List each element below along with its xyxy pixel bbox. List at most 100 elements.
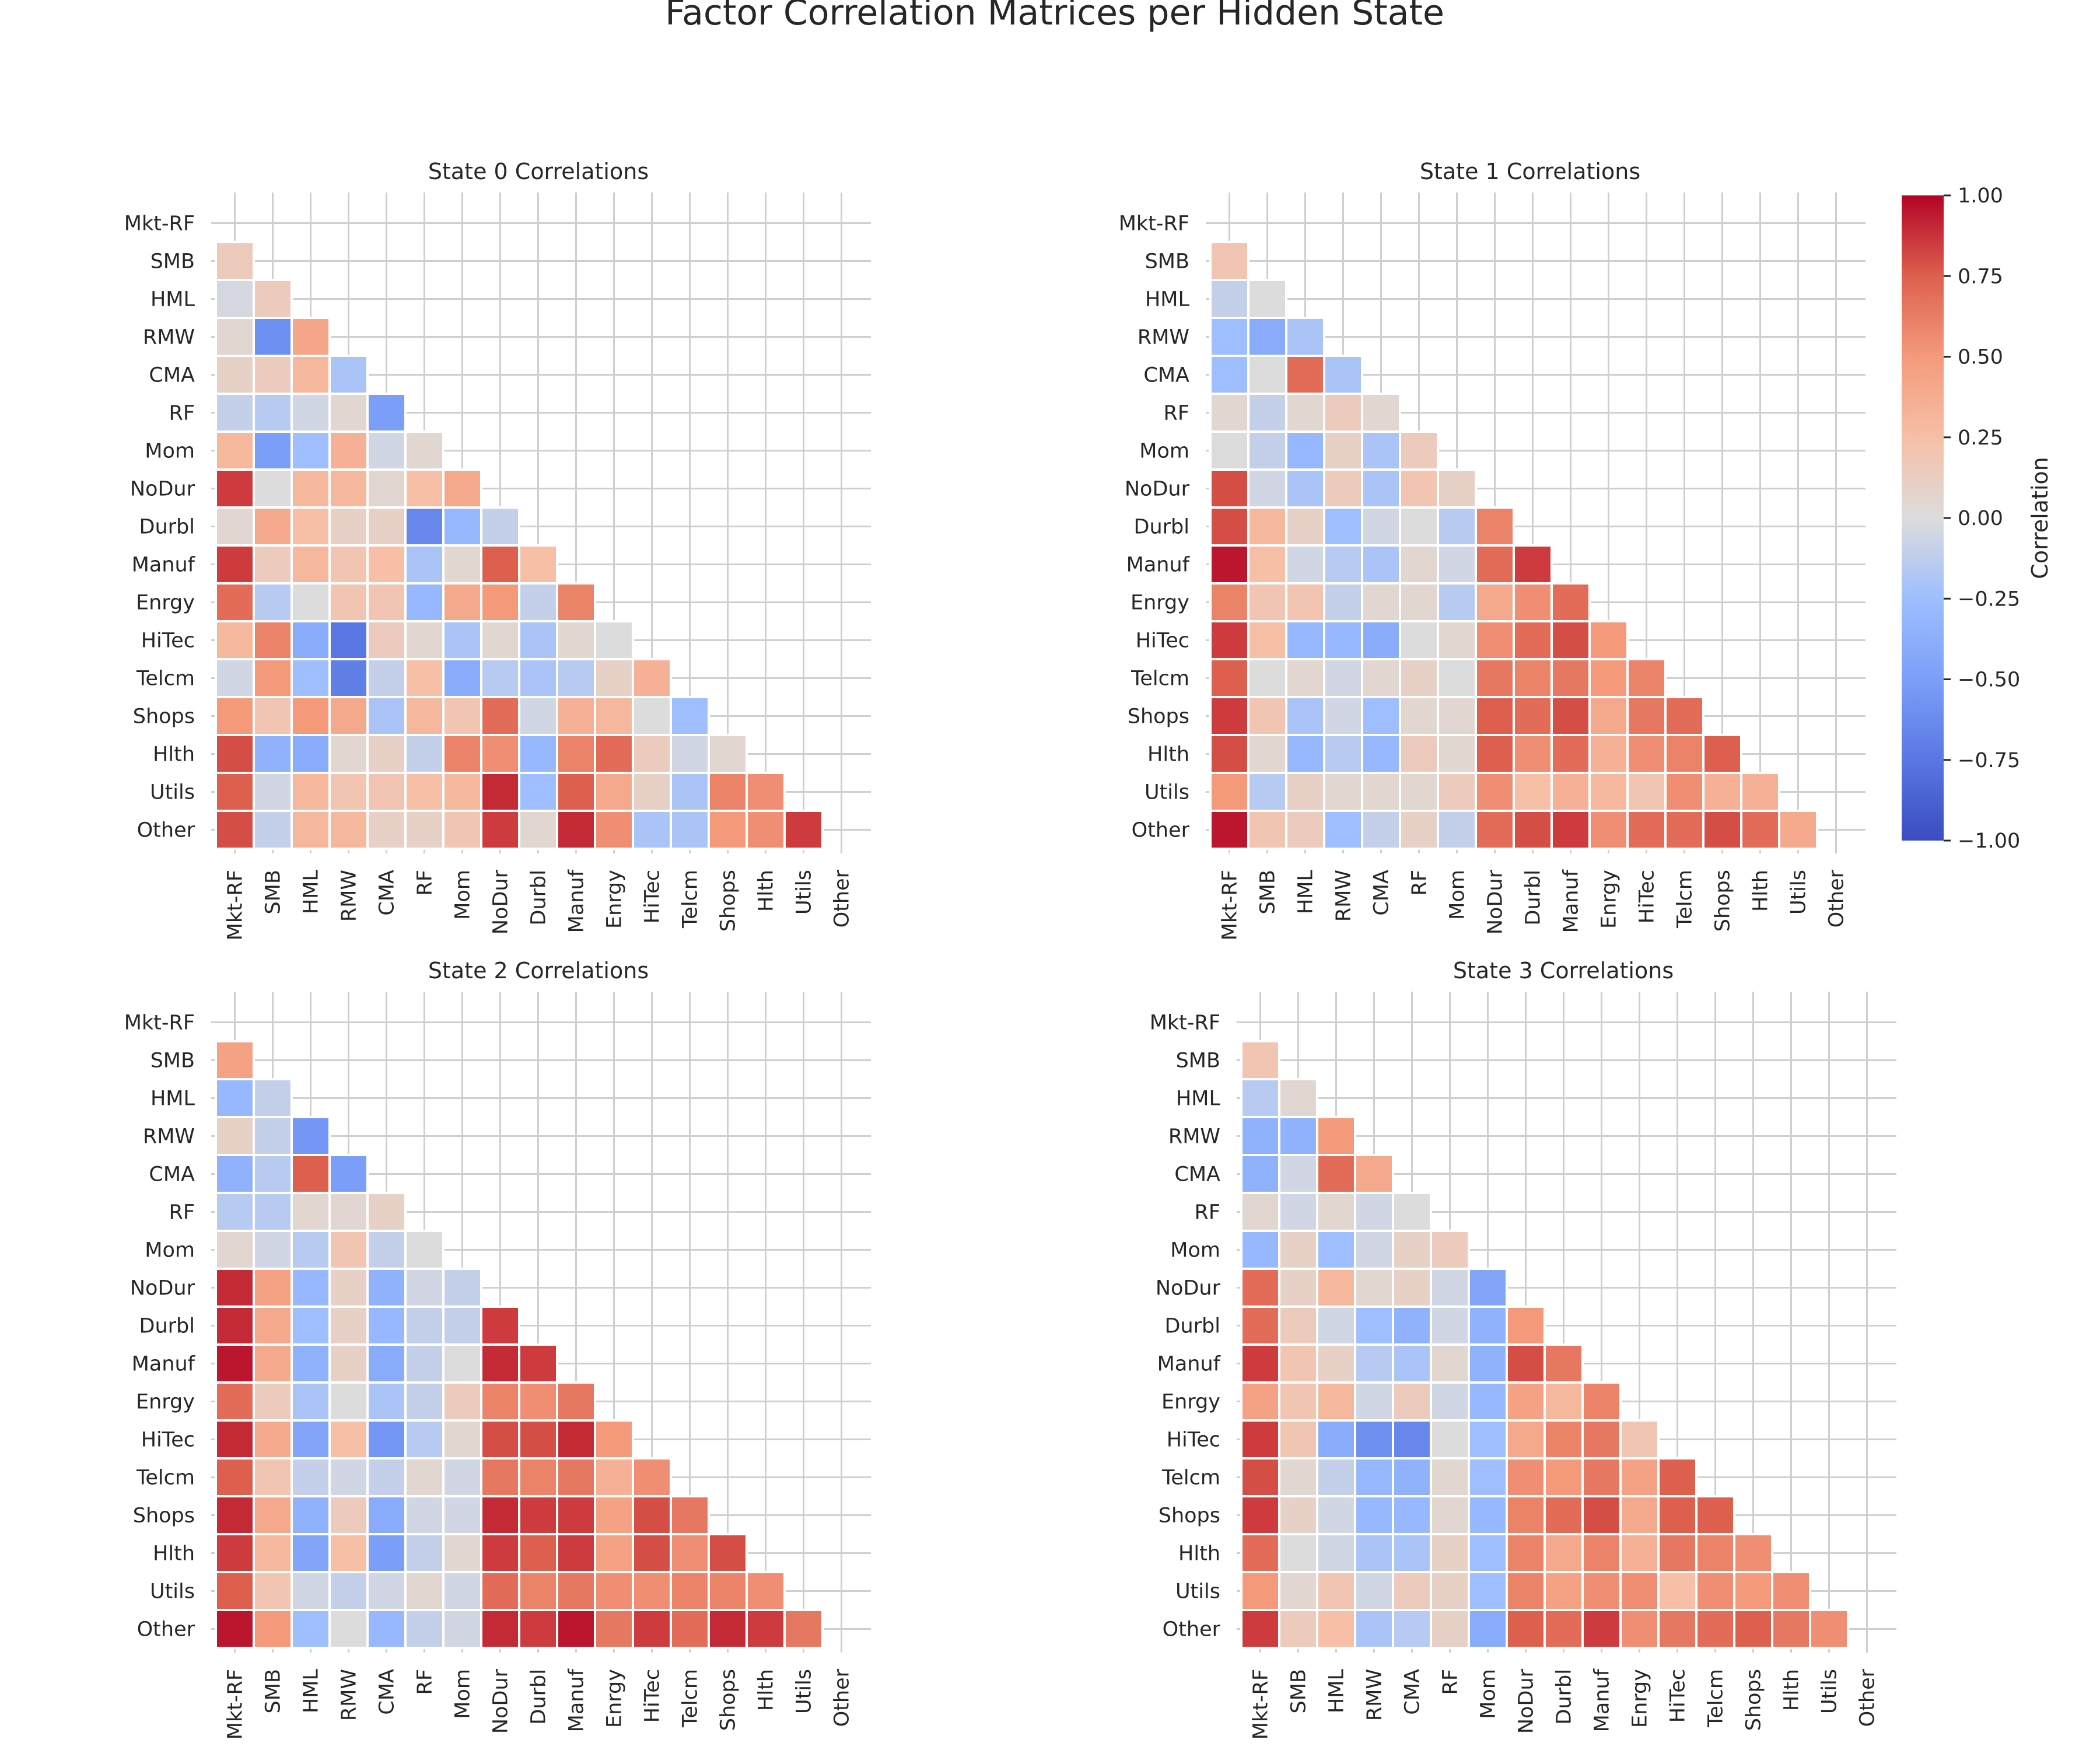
heatmap-title: State 1 Correlations [1420,159,1640,184]
x-tick-label: RMW [338,1669,361,1721]
colorbar-tick-label: 0.00 [1958,507,2003,530]
x-tick-label: Mom [452,870,475,920]
heatmap-cell [1430,1457,1470,1497]
heatmap-cell [1740,772,1780,812]
x-tick-label: HiTec [641,1669,664,1723]
heatmap-cell [670,1571,710,1611]
heatmap-cell [404,1571,444,1611]
heatmap-cell [1209,241,1250,281]
heatmap-cell [1361,810,1401,850]
heatmap-cell [1657,1609,1698,1649]
heatmap-cell [215,620,255,660]
heatmap-cell [1354,1268,1394,1308]
heatmap-cell [215,241,255,281]
heatmap-cell [328,1343,369,1384]
x-tick-label: Utils [793,1669,816,1714]
x-tick-label: Utils [1818,1669,1842,1714]
heatmap-cell [328,1381,369,1422]
heatmap-cell [1285,430,1325,471]
heatmap-cell [1437,544,1477,584]
heatmap-cell [1733,1571,1773,1611]
heatmap-cell [1513,734,1553,774]
heatmap-cell [1475,734,1515,774]
heatmap-cell [1430,1533,1470,1573]
x-tick-label: Mkt-RF [1219,870,1242,940]
heatmap-cell [1354,1457,1394,1497]
heatmap-cell [632,734,672,774]
heatmap-cell [366,1306,407,1346]
heatmap-cell [404,658,444,698]
heatmap-cell [1664,734,1704,774]
heatmap-cell [632,1533,672,1573]
y-tick-label: RF [1195,1201,1220,1224]
heatmap-cell [366,1609,407,1649]
heatmap-cell [480,1419,520,1460]
heatmap-cell [328,1495,369,1535]
y-tick-label: CMA [1143,364,1189,387]
heatmap-cell [290,1343,331,1384]
heatmap-cell [253,620,293,660]
x-tick-label: Other [1825,869,1849,928]
heatmap-cell [1323,696,1363,736]
heatmap-cell [1247,810,1287,850]
heatmap-cell [253,772,293,812]
heatmap-cell [1581,1533,1622,1573]
heatmap-state-2: State 2 Correlations Mkt-RF SMB HML RMW CMA RF… [124,958,871,1740]
heatmap-cell [518,620,558,660]
heatmap-cell [253,506,293,547]
heatmap-cell [632,1571,672,1611]
heatmap-cell [442,544,482,584]
heatmap-cell [480,506,520,547]
heatmap-cell [1506,1609,1546,1649]
heatmap-cell [1581,1381,1622,1422]
y-tick-label: HiTec [1167,1429,1220,1452]
heatmap-cell [1392,1268,1432,1308]
heatmap-cell [1278,1419,1318,1460]
x-tick-label: Telcm [679,870,702,929]
heatmap-cell [1278,1230,1318,1270]
x-tick-label: RF [1439,1669,1462,1695]
heatmap-cell [253,1571,293,1611]
heatmap-cell [1285,506,1325,547]
x-tick-label: Telcm [679,1669,702,1728]
heatmap-cell [518,1495,558,1535]
y-tick-label: Hlth [1147,743,1189,766]
heatmap-cell [366,506,407,547]
heatmap-cell [215,1116,255,1156]
heatmap-cell [480,1381,520,1422]
heatmap-cell [594,1419,634,1460]
heatmap-cell [366,430,407,471]
heatmap-cell [1247,772,1287,812]
heatmap-cell [366,1457,407,1497]
heatmap-cell [404,582,444,622]
heatmap-cell [556,1381,596,1422]
x-tick-labels: Mkt-RF SMB HML RMW CMA RF Mom NoDur Durbl Manuf En… [1250,1668,1880,1740]
heatmap-cell [1361,544,1401,584]
heatmap-cell [1619,1457,1660,1497]
y-tick-label: HML [1176,1087,1221,1111]
heatmap-cell [1285,468,1325,509]
x-tick-label: HML [300,869,323,914]
heatmap-cell [1581,1495,1622,1535]
heatmap-cells [215,241,824,850]
heatmap-cell [442,734,482,774]
heatmap-cell [442,468,482,509]
heatmap-cell [1702,772,1742,812]
heatmap-cell [1430,1495,1470,1535]
y-tick-label: CMA [1174,1163,1220,1186]
heatmap-cell [442,1306,482,1346]
heatmap-cell [328,1192,369,1232]
heatmap-cell [215,1609,255,1649]
heatmap-cell [1626,658,1667,698]
heatmap-cell [366,1533,407,1573]
heatmap-cell [1247,393,1287,433]
heatmap-cell [1278,1609,1318,1649]
heatmap-cell [253,734,293,774]
heatmap-cell [253,1533,293,1573]
heatmap-cell [366,1495,407,1535]
heatmap-cell [366,810,407,850]
y-tick-label: Durbl [1165,1315,1220,1338]
heatmap-cell [1361,734,1401,774]
heatmap-cell [518,658,558,698]
